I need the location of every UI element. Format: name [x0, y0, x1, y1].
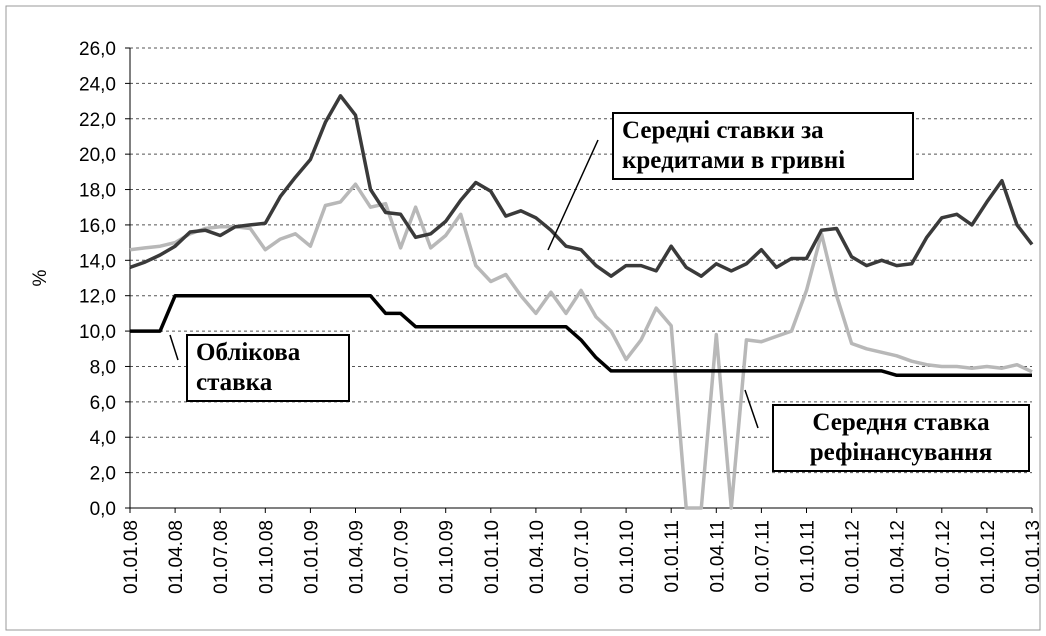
x-tick-label: 01.10.08	[256, 520, 277, 594]
annotation-refinancing: Середня ставка рефінансування	[772, 404, 1030, 472]
y-tick-label: 10,0	[79, 322, 116, 343]
series-line	[129, 94, 1034, 278]
y-tick-label: 0,0	[90, 499, 116, 520]
x-tick-label: 01.04.10	[527, 520, 548, 594]
x-tick-label: 01.07.12	[933, 520, 954, 594]
x-tick-label: 01.07.10	[572, 520, 593, 594]
leader-line	[169, 334, 179, 361]
y-tick-label: 26,0	[79, 39, 116, 60]
x-tick-label: 01.07.11	[752, 520, 773, 593]
y-tick-label: 16,0	[79, 216, 116, 237]
x-tick-label: 01.04.12	[888, 520, 909, 594]
x-tick-label: 01.07.09	[392, 520, 413, 594]
leader-line	[547, 139, 599, 251]
y-tick-label: 14,0	[79, 251, 116, 272]
y-tick-label: 24,0	[79, 74, 116, 95]
annotation-credit: Середні ставки за кредитами в гривні	[612, 112, 914, 180]
y-tick-label: 12,0	[79, 287, 116, 308]
x-tick-label: 01.01.09	[301, 520, 322, 594]
y-axis-label: %	[30, 269, 51, 286]
x-tick-label: 01.04.09	[347, 520, 368, 594]
series-line	[129, 182, 1033, 510]
y-tick-label: 22,0	[79, 110, 116, 131]
leader-line	[744, 389, 759, 429]
x-tick-label: 01.10.10	[617, 520, 638, 594]
x-tick-label: 01.10.09	[437, 520, 458, 594]
x-tick-label: 01.07.08	[211, 520, 232, 594]
x-tick-label: 01.10.12	[978, 520, 999, 594]
x-tick-label: 01.01.12	[843, 520, 864, 594]
y-tick-label: 2,0	[90, 464, 116, 485]
x-tick-label: 01.04.08	[166, 520, 187, 594]
annotation-discount: Облікова ставка	[186, 334, 350, 402]
x-tick-label: 01.01.10	[482, 520, 503, 594]
x-tick-label: 01.04.11	[707, 520, 728, 593]
y-tick-label: 6,0	[90, 393, 116, 414]
x-tick-label: 01.01.08	[121, 520, 142, 594]
x-tick-label: 01.01.11	[662, 520, 683, 593]
x-tick-label: 01.10.11	[798, 520, 819, 593]
y-tick-label: 18,0	[79, 181, 116, 202]
y-tick-label: 20,0	[79, 145, 116, 166]
y-tick-label: 8,0	[90, 357, 116, 378]
x-tick-label: 01.01.13	[1023, 520, 1044, 594]
series-line	[130, 293, 1032, 378]
frame	[5, 5, 1041, 631]
y-tick-label: 4,0	[90, 428, 116, 449]
